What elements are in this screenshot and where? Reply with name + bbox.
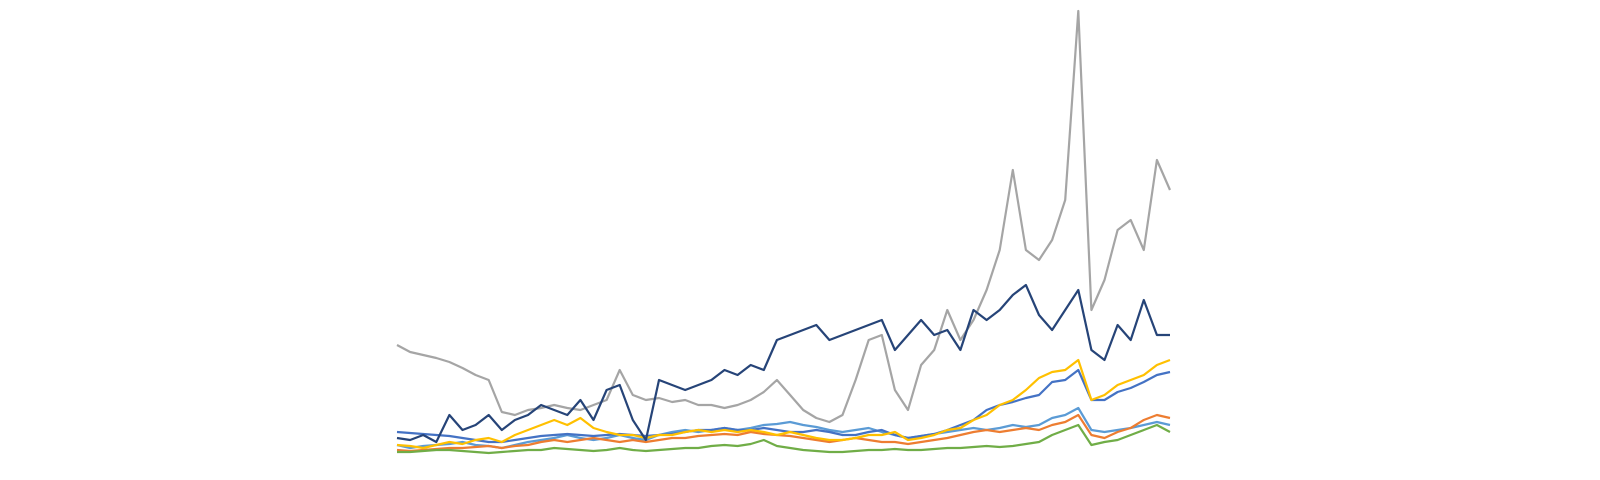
series-line	[397, 423, 1171, 455]
series-line	[396, 413, 1171, 453]
series-line	[396, 358, 1171, 450]
series-line	[396, 9, 1172, 424]
series-line	[396, 406, 1171, 450]
series-line	[396, 368, 1171, 444]
series-line	[396, 283, 1170, 444]
